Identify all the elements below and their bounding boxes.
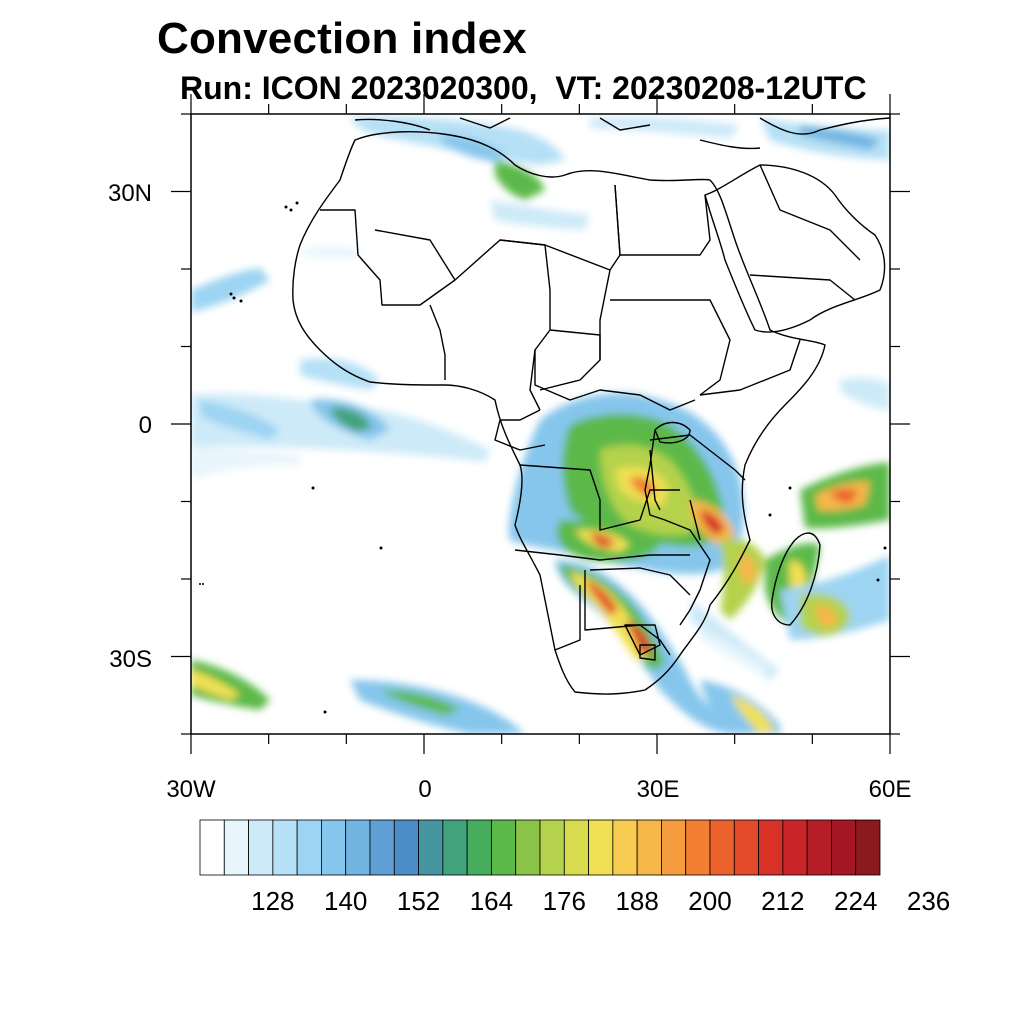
lat-label-30n: 30N — [107, 180, 152, 207]
lat-label-0: 0 — [138, 412, 152, 439]
lon-label-30w: 30W — [166, 776, 216, 803]
colorbar-label: 188 — [615, 886, 659, 916]
colorbar-label: 152 — [396, 886, 441, 916]
chart-title: Convection index — [157, 14, 527, 63]
lat-label-30s: 30S — [109, 646, 152, 673]
axis-ticks — [171, 94, 910, 754]
colorbar-label: 164 — [469, 886, 514, 916]
country-borders — [292, 117, 890, 695]
lon-label-60e: 60E — [868, 776, 912, 803]
colorbar-label: 140 — [324, 886, 368, 916]
colorbar-label: 176 — [542, 886, 586, 916]
convection-field — [191, 116, 890, 734]
lon-label-0: 0 — [418, 776, 432, 803]
lon-label-30e: 30E — [636, 776, 680, 803]
colorbar-label: 128 — [251, 886, 295, 916]
chart-subtitle: Run: ICON 2023020300, VT: 20230208-12UTC — [180, 70, 867, 106]
colorbar-label: 200 — [688, 886, 732, 916]
islands — [199, 201, 887, 714]
colorbar-label: 212 — [761, 886, 805, 916]
colorbar-label: 224 — [834, 886, 878, 916]
colorbar-label: 236 — [906, 886, 951, 916]
